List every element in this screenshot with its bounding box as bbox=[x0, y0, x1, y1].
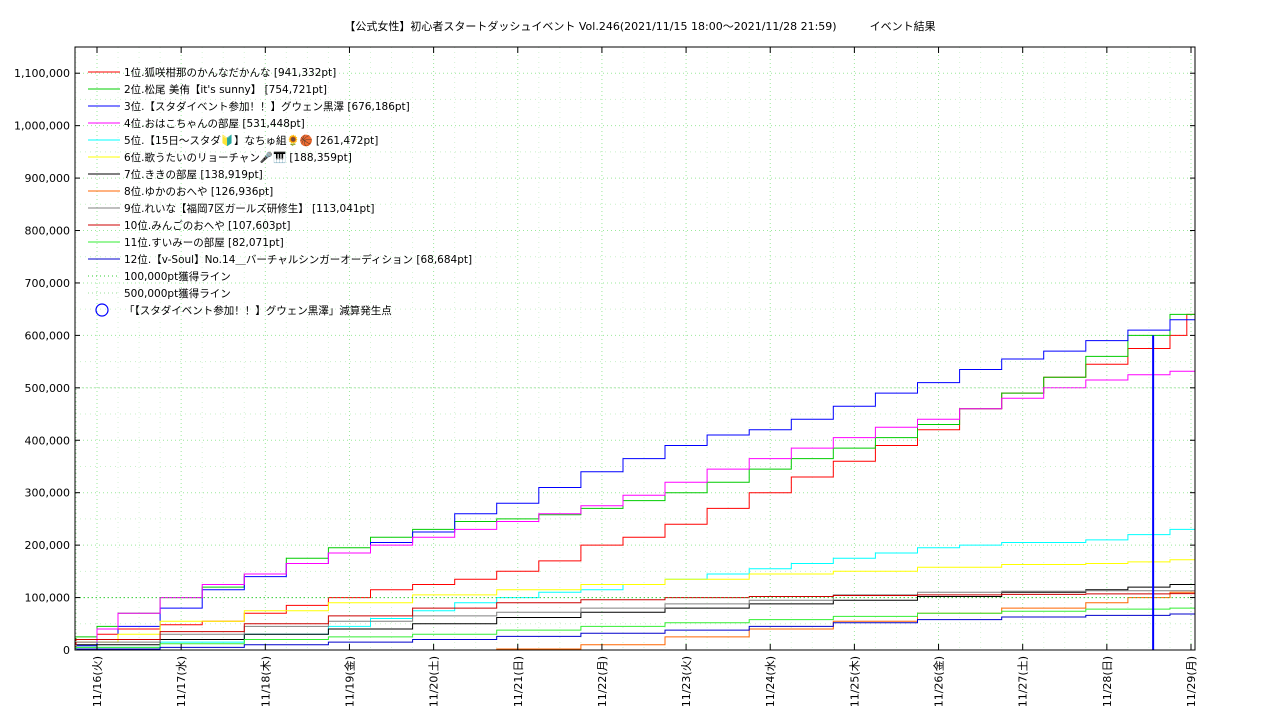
legend-entry: 7位.ききの部屋 [138,919pt] bbox=[124, 168, 263, 181]
y-tick-label: 0 bbox=[63, 644, 70, 657]
x-tick-label: 11/25(木) bbox=[848, 656, 861, 707]
x-tick-label: 11/27(土) bbox=[1017, 656, 1030, 707]
y-tick-label: 700,000 bbox=[25, 277, 71, 290]
legend: 1位.狐咲柑那のかんなだかんな [941,332pt] 2位.松尾 美侑【it's… bbox=[88, 66, 472, 317]
series-line-12 bbox=[75, 613, 1195, 650]
y-tick-label: 800,000 bbox=[25, 225, 71, 238]
legend-marker bbox=[95, 303, 109, 317]
series-line-8 bbox=[76, 583, 1196, 651]
series-line-10 bbox=[75, 593, 1195, 650]
legend-entry: 12位.【v-Soul】No.14＿バーチャルシンガーオーディション [68,6… bbox=[124, 253, 472, 266]
series-layer bbox=[75, 156, 1196, 651]
x-tick-label: 11/24(水) bbox=[764, 656, 777, 707]
x-tick-label: 11/21(日) bbox=[512, 656, 525, 707]
series-line-14 bbox=[75, 387, 1195, 650]
chart-title: 【公式女性】初心者スタートダッシュイベント Vol.246(2021/11/15… bbox=[344, 20, 936, 33]
legend-entry: 11位.すいみーの部屋 [82,071pt] bbox=[124, 236, 284, 249]
legend-entry: 100,000pt獲得ライン bbox=[124, 270, 231, 283]
y-tick-label: 500,000 bbox=[25, 382, 71, 395]
series-line-3 bbox=[75, 295, 1196, 650]
x-tick-label: 11/20(土) bbox=[428, 656, 441, 707]
x-tick-label: 11/18(木) bbox=[259, 656, 272, 707]
series-line-6 bbox=[75, 551, 1196, 650]
legend-entry: 「【スタダイベント参加！！】グウェン黒澤」減算発生点 bbox=[124, 304, 392, 317]
legend-entry: 500,000pt獲得ライン bbox=[124, 287, 231, 300]
x-tick-label: 11/17(水) bbox=[175, 656, 188, 707]
series-line-5 bbox=[75, 512, 1196, 650]
legend-entry: 1位.狐咲柑那のかんなだかんな [941,332pt] bbox=[124, 66, 336, 79]
x-tick-label: 11/28(日) bbox=[1101, 656, 1114, 707]
y-tick-label: 100,000 bbox=[25, 592, 71, 605]
series-line-11 bbox=[75, 607, 1196, 650]
y-tick-label: 400,000 bbox=[25, 434, 71, 447]
y-axis: 0 100,000 200,000 300,000 400,000 500,000 600,… bbox=[14, 67, 1195, 657]
series-line-4 bbox=[75, 370, 1195, 650]
y-tick-label: 300,000 bbox=[25, 487, 71, 500]
y-tick-label: 900,000 bbox=[25, 172, 71, 185]
legend-entry: 9位.れいな【福岡7区ガールズ研修生】 [113,041pt] bbox=[124, 202, 374, 215]
legend-entry: 2位.松尾 美侑【it's sunny】 [754,721pt] bbox=[124, 83, 327, 96]
x-tick-label: 11/26(金) bbox=[932, 656, 946, 707]
legend-entry: 10位.みんごのおへや [107,603pt] bbox=[124, 219, 290, 232]
y-tick-label: 1,000,000 bbox=[14, 120, 70, 133]
series-line-2 bbox=[75, 254, 1196, 650]
x-tick-label: 11/23(火) bbox=[680, 656, 693, 707]
legend-entry: 4位.おはこちゃんの部屋 [531,448pt] bbox=[124, 117, 305, 130]
y-tick-label: 200,000 bbox=[25, 539, 71, 552]
x-tick-label: 11/29(月) bbox=[1185, 656, 1198, 707]
legend-entry: 8位.ゆかのおへや [126,936pt] bbox=[124, 185, 273, 198]
y-tick-label: 600,000 bbox=[25, 329, 71, 342]
y-tick-label: 1,100,000 bbox=[14, 67, 70, 80]
grid bbox=[75, 47, 1195, 651]
series-line-7 bbox=[75, 577, 1196, 650]
legend-entry: 3位.【スタダイベント参加！！】グウェン黒澤 [676,186pt] bbox=[124, 100, 410, 113]
x-tick-label: 11/19(金) bbox=[342, 656, 356, 707]
x-tick-label: 11/16(火) bbox=[91, 656, 104, 707]
plot-frame bbox=[74, 46, 1196, 651]
x-axis: 11/16(火) 11/17(水) 11/18(木) 11/19(金) 11/20(土)… bbox=[91, 47, 1198, 707]
x-tick-label: 11/22(月) bbox=[596, 656, 609, 707]
legend-entry: 5位.【15日〜スタダ🔰】なちゅ組🌻🏀 [261,472pt] bbox=[124, 133, 378, 147]
legend-entry: 6位.歌うたいのリョーチャン🎤🎹 [188,359pt] bbox=[124, 151, 352, 164]
